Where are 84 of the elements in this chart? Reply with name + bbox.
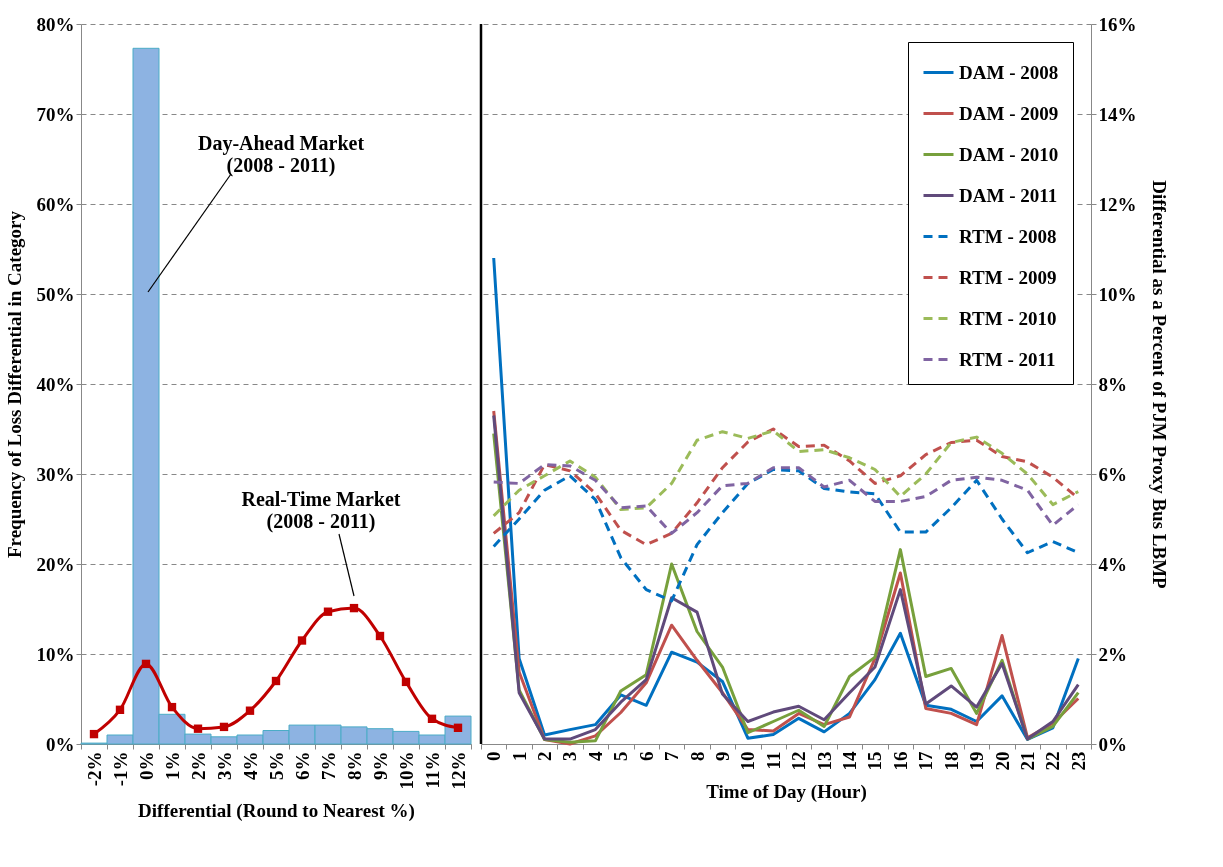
- y2-tick-label: 4%: [1098, 553, 1127, 575]
- point: [115, 705, 125, 714]
- x-tick-label: 10: [737, 751, 759, 771]
- line-series: [492, 429, 1080, 518]
- x-tick-label: 16: [889, 751, 911, 771]
- y-tick-label: 60%: [36, 193, 75, 215]
- point: [297, 636, 307, 645]
- x-tick-label: 5: [610, 751, 632, 761]
- x-tick-label: 12: [788, 751, 810, 771]
- y2-tick-label: 10%: [1098, 283, 1137, 305]
- y-tick-label: 50%: [36, 283, 75, 305]
- legend-label: RTM - 2008: [959, 225, 1057, 247]
- legend-label: RTM - 2009: [959, 266, 1057, 288]
- x-tick-label: 22: [1042, 751, 1064, 771]
- y2-tick-label: 8%: [1098, 373, 1127, 395]
- y2-tick-label: 14%: [1098, 103, 1137, 125]
- y-tick-label: 70%: [36, 103, 75, 125]
- x-tick-label: 21: [1016, 751, 1038, 771]
- x-tick-label: 3: [559, 751, 581, 761]
- y2-tick-label: 2%: [1098, 643, 1127, 665]
- x-tick-label: 23: [1067, 751, 1089, 771]
- x-tick-label: 4: [584, 751, 606, 761]
- x-tick-label: 3%: [213, 751, 235, 780]
- point: [401, 677, 411, 687]
- x-axis-title: Time of Day (Hour): [706, 780, 867, 803]
- point: [349, 603, 359, 613]
- y2-tick-label: 12%: [1098, 193, 1137, 215]
- x-tick-label: 1%: [161, 751, 183, 780]
- point: [375, 631, 385, 641]
- x-tick-label: 19: [966, 751, 988, 771]
- x-tick-label: 2%: [187, 751, 209, 780]
- x-tick-label: 8%: [343, 751, 365, 780]
- legend-label: DAM - 2010: [959, 143, 1059, 165]
- x-tick-label: 20: [991, 751, 1013, 771]
- x-tick-label: 13: [813, 751, 835, 771]
- x-tick-label: 2: [534, 751, 556, 761]
- point: [89, 729, 99, 739]
- legend-label: DAM - 2009: [959, 102, 1059, 124]
- y2-axis-title: Differential as a Percent of PJM Proxy Bus LBMP: [1148, 180, 1170, 590]
- x-tick-label: 4%: [239, 751, 261, 780]
- y-tick-label: 10%: [36, 643, 75, 665]
- x-tick-label: 15: [864, 751, 886, 771]
- x-tick-label: 12%: [447, 751, 469, 790]
- x-tick-label: 17: [915, 751, 937, 771]
- y2-tick-label: 16%: [1098, 13, 1137, 35]
- point: [245, 706, 255, 715]
- x-tick-label: 9%: [369, 751, 391, 780]
- y-tick-label: 40%: [36, 373, 75, 395]
- x-tick-label: 8: [686, 751, 708, 761]
- point: [219, 722, 229, 732]
- x-tick-label: -1%: [109, 751, 131, 787]
- point: [323, 607, 333, 616]
- x-tick-label: 11: [762, 751, 784, 770]
- x-tick-label: 0: [483, 751, 505, 761]
- x-tick-label: 11%: [421, 751, 443, 789]
- x-tick-label: 7%: [317, 751, 339, 780]
- annotation: Real-Time Market (2008 - 2011): [241, 488, 401, 533]
- y-tick-label: 20%: [36, 553, 75, 575]
- x-tick-label: 18: [940, 751, 962, 771]
- x-tick-label: 6%: [291, 751, 313, 780]
- legend-label: DAM - 2008: [959, 61, 1059, 83]
- point: [193, 724, 203, 733]
- y-tick-label: 30%: [36, 463, 75, 485]
- legend-label: RTM - 2011: [959, 348, 1056, 370]
- annotation: Day-Ahead Market (2008 - 2011): [197, 132, 365, 177]
- y-axis-title: Frequency of Loss Differential in Category: [3, 210, 25, 559]
- legend-label: DAM - 2011: [959, 184, 1058, 206]
- legend-label: RTM - 2010: [959, 307, 1057, 329]
- x-tick-label: 7: [661, 751, 683, 761]
- y-tick-label: 80%: [36, 13, 75, 35]
- x-axis-title: Differential (Round to Nearest %): [138, 799, 415, 822]
- x-tick-label: 6: [635, 751, 657, 761]
- point: [427, 714, 437, 723]
- x-tick-label: -2%: [83, 751, 105, 787]
- x-tick-label: 1: [508, 751, 530, 761]
- y2-tick-label: 6%: [1098, 463, 1127, 485]
- x-tick-label: 9: [711, 751, 733, 761]
- x-tick-label: 10%: [395, 751, 417, 790]
- point: [271, 676, 281, 686]
- point: [141, 659, 151, 669]
- x-tick-label: 14: [839, 751, 861, 771]
- x-tick-label: 5%: [265, 751, 287, 780]
- x-tick-label: 0%: [135, 751, 157, 780]
- point: [167, 702, 177, 712]
